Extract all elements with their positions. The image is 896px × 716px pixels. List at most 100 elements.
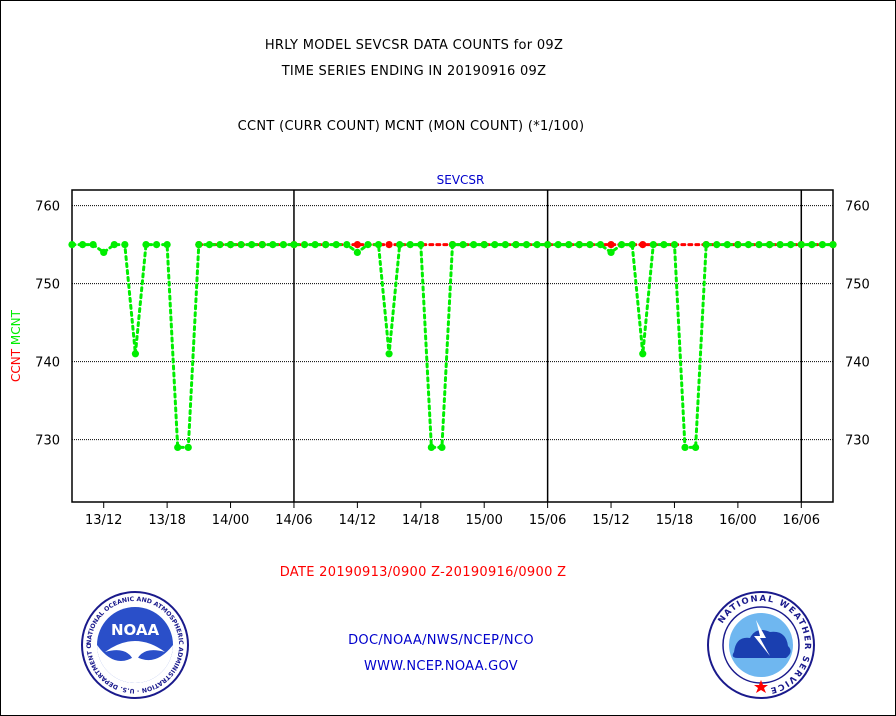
data-point-mcnt — [713, 241, 721, 249]
y-tick-label-left: 760 — [35, 200, 60, 215]
data-point-mcnt — [100, 248, 108, 256]
data-point-mcnt — [163, 241, 171, 249]
data-point-mcnt — [691, 443, 700, 451]
x-tick-label: 15/18 — [656, 513, 693, 528]
data-point-ccnt — [353, 241, 361, 249]
data-point-mcnt — [269, 241, 277, 249]
data-point-mcnt — [681, 443, 689, 451]
org-label: DOC/NOAA/NWS/NCEP/NCO — [348, 633, 534, 648]
data-point-mcnt — [480, 241, 488, 249]
data-point-mcnt — [670, 241, 679, 249]
date-range-label: DATE 20190913/0900 Z-20190916/0900 Z — [279, 565, 567, 580]
data-point-mcnt — [332, 241, 340, 249]
data-point-mcnt — [438, 443, 446, 451]
data-point-mcnt — [734, 241, 742, 249]
x-tick-label: 16/06 — [783, 513, 820, 528]
y-axis-label-mcnt: MCNT — [9, 309, 23, 345]
data-point-mcnt — [78, 241, 87, 249]
series-line-mcnt — [70, 243, 835, 449]
data-point-ccnt — [607, 241, 615, 249]
data-point-ccnt — [639, 241, 647, 249]
y-tick-label-left: 730 — [35, 434, 60, 449]
data-point-mcnt — [364, 241, 372, 249]
website-label: WWW.NCEP.NOAA.GOV — [363, 659, 519, 674]
data-point-mcnt — [660, 241, 668, 249]
data-point-mcnt — [607, 248, 615, 256]
y-tick-label-right: 750 — [845, 278, 870, 293]
title-line-1: HRLY MODEL SEVCSR DATA COUNTS for 09Z — [264, 38, 564, 53]
y-axis-label: CCNT MCNT — [9, 309, 23, 382]
data-point-mcnt — [216, 241, 224, 249]
noaa-logo: NOAA NATIONAL OCEANIC AND ATMOSPHERIC AD… — [80, 590, 189, 699]
data-point-mcnt — [174, 443, 182, 451]
data-point-mcnt — [205, 241, 214, 249]
data-point-mcnt — [248, 241, 256, 249]
data-point-mcnt — [417, 241, 425, 249]
data-point-mcnt — [522, 241, 531, 249]
data-point-mcnt — [353, 248, 361, 256]
y-tick-label-right: 740 — [845, 356, 870, 371]
data-point-mcnt — [744, 241, 753, 249]
data-point-mcnt — [89, 241, 97, 249]
data-point-mcnt — [554, 241, 562, 249]
x-tick-label: 14/06 — [275, 513, 312, 528]
data-point-mcnt — [618, 241, 626, 249]
data-point-ccnt — [385, 241, 393, 249]
data-point-mcnt — [300, 241, 309, 249]
data-point-mcnt — [533, 241, 541, 249]
data-point-mcnt — [448, 241, 457, 249]
data-point-mcnt — [596, 241, 605, 249]
y-tick-label-right: 730 — [845, 434, 870, 449]
data-point-mcnt — [237, 241, 245, 249]
data-point-mcnt — [755, 241, 763, 249]
data-point-mcnt — [374, 241, 383, 249]
data-point-mcnt — [68, 241, 76, 249]
data-point-mcnt — [586, 241, 594, 249]
data-point-mcnt — [459, 241, 467, 249]
data-point-mcnt — [470, 241, 478, 249]
data-point-mcnt — [776, 241, 784, 249]
data-point-mcnt — [110, 241, 118, 249]
data-point-mcnt — [787, 241, 795, 249]
data-point-mcnt — [427, 443, 435, 451]
data-point-mcnt — [322, 241, 330, 249]
data-point-mcnt — [279, 241, 287, 249]
data-point-mcnt — [765, 241, 774, 249]
x-tick-label: 15/00 — [465, 513, 502, 528]
data-point-mcnt — [639, 350, 647, 358]
title-line-2: TIME SERIES ENDING IN 20190916 09Z — [281, 64, 547, 79]
x-tick-label: 14/00 — [212, 513, 249, 528]
chart-title: SEVCSR — [437, 173, 485, 187]
x-tick-label: 14/12 — [339, 513, 376, 528]
data-point-mcnt — [258, 241, 266, 249]
data-point-mcnt — [226, 241, 235, 249]
data-point-mcnt — [343, 241, 351, 249]
data-point-mcnt — [565, 241, 573, 249]
data-point-mcnt — [406, 241, 414, 249]
data-point-mcnt — [311, 241, 319, 249]
x-tick-label: 15/06 — [529, 513, 566, 528]
data-point-mcnt — [195, 241, 203, 249]
x-tick-label: 14/18 — [402, 513, 439, 528]
data-point-mcnt — [808, 241, 816, 249]
nws-logo: NATIONAL WEATHER SERVICE — [707, 591, 815, 699]
data-point-mcnt — [290, 241, 298, 249]
x-tick-label: 15/12 — [592, 513, 629, 528]
y-tick-label-left: 750 — [35, 278, 60, 293]
data-point-mcnt — [723, 241, 731, 249]
x-tick-label: 13/18 — [148, 513, 185, 528]
y-tick-label-left: 740 — [35, 356, 60, 371]
plot-area — [71, 189, 834, 503]
data-point-mcnt — [121, 241, 129, 249]
data-point-mcnt — [491, 241, 499, 249]
data-point-mcnt — [818, 241, 827, 249]
noaa-logo-text: NOAA — [111, 621, 160, 639]
data-point-mcnt — [184, 443, 192, 451]
data-point-mcnt — [385, 350, 393, 358]
data-point-mcnt — [628, 241, 636, 249]
chart-subtitle: CCNT (CURR COUNT) MCNT (MON COUNT) (*1/1… — [237, 119, 585, 134]
data-point-mcnt — [142, 241, 150, 249]
data-point-mcnt — [131, 350, 140, 358]
data-point-mcnt — [829, 241, 837, 249]
